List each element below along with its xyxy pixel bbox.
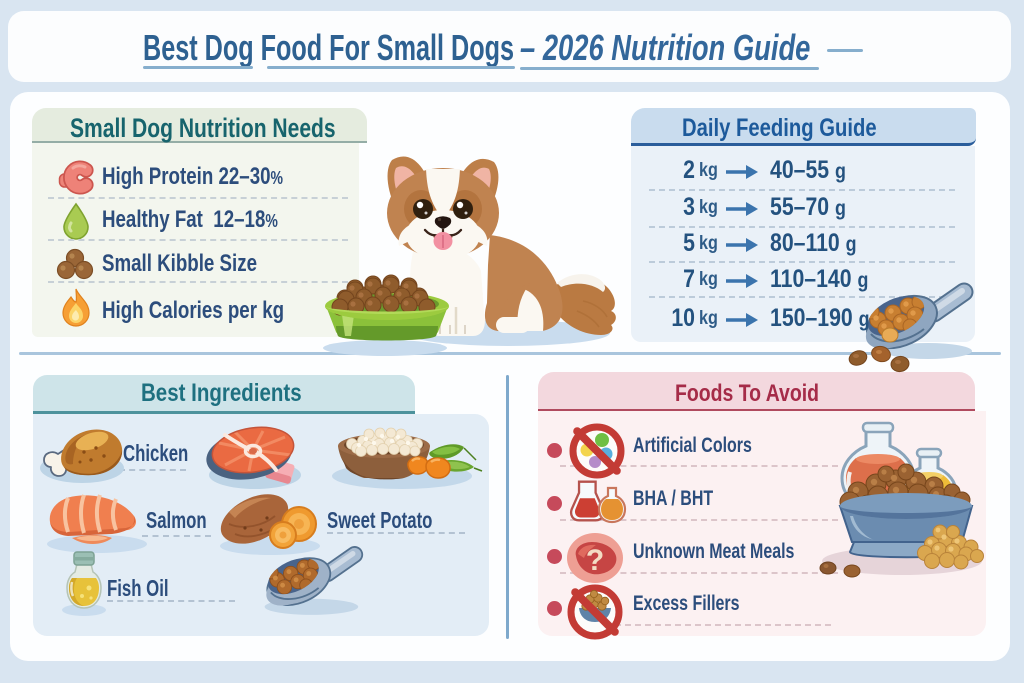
svg-text:?: ? — [586, 544, 604, 577]
